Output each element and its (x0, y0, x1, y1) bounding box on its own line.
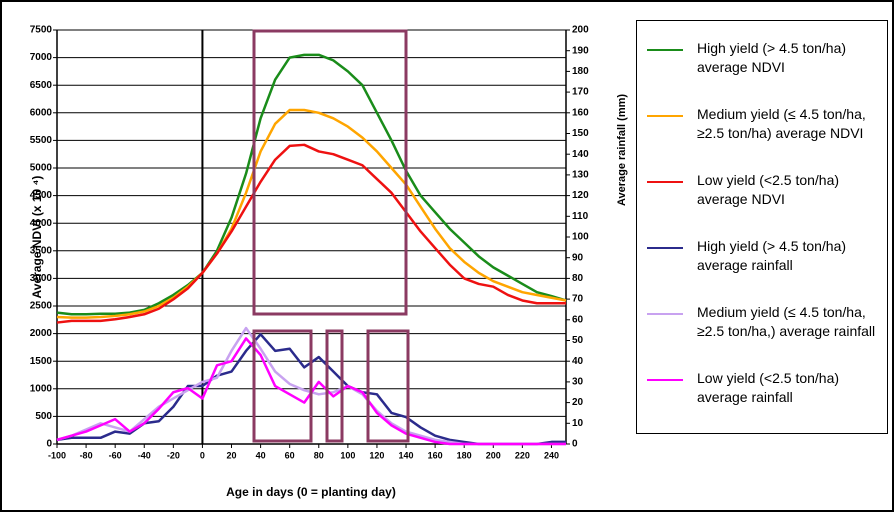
y2-tick-label: 200 (572, 25, 589, 36)
y-tick-label: 500 (35, 411, 52, 422)
y2-tick-label: 100 (572, 232, 589, 243)
y2-tick-label: 40 (572, 356, 584, 367)
y2-tick-label: 10 (572, 418, 584, 429)
y2-tick-label: 140 (572, 149, 589, 160)
legend-swatch (647, 313, 683, 315)
highlight-boxes (252, 29, 410, 443)
x-tick-label: 100 (340, 450, 355, 460)
x-axis-title: Age in days (0 = planting day) (226, 485, 396, 499)
y2-tick-label: 160 (572, 107, 589, 118)
highlight-box (366, 329, 410, 443)
y-tick-label: 2000 (30, 328, 53, 339)
series-line (56, 108, 567, 319)
x-tick-label: -20 (167, 450, 180, 460)
y-tick-label: 2500 (30, 301, 53, 312)
x-tick-label: 240 (544, 450, 559, 460)
y2-axis-title: Average rainfall (mm) (616, 94, 628, 206)
x-tick-label: -60 (109, 450, 122, 460)
y2-tick-label: 20 (572, 397, 584, 408)
legend-swatch (647, 49, 683, 51)
y-tick-label: 0 (46, 439, 52, 450)
x-tick-label: 60 (285, 450, 295, 460)
y-tick-label: 6000 (30, 107, 53, 118)
legend: High yield (> 4.5 ton/ha) average NDVI Me… (636, 20, 888, 434)
y-tick-label: 6500 (30, 80, 53, 91)
x-tick-label: 20 (227, 450, 237, 460)
plot-area: 0500100015002000250030003500400045005000… (30, 25, 589, 461)
y-tick-label: 3500 (30, 245, 53, 256)
legend-label: High yield (> 4.5 ton/ha) average rainfa… (697, 238, 847, 273)
y2-tick-label: 90 (572, 252, 584, 263)
y2-tick-label: 180 (572, 66, 589, 77)
x-tick-label: 160 (428, 450, 443, 460)
y-axis-title: Average NDVI (x 10 ⁴) (30, 176, 44, 299)
legend-entry: Low yield (<2.5 ton/ha) average NDVI (647, 171, 877, 237)
y-tick-label: 4500 (30, 190, 53, 201)
legend-swatch (647, 181, 683, 183)
legend-entry: High yield (> 4.5 ton/ha) average rainfa… (647, 237, 877, 303)
x-tick-label: 220 (515, 450, 530, 460)
y2-tick-label: 50 (572, 335, 584, 346)
y2-tick-label: 80 (572, 273, 584, 284)
series-line (56, 143, 566, 324)
legend-entry: High yield (> 4.5 ton/ha) average NDVI (647, 39, 877, 105)
y-tick-label: 1500 (30, 356, 53, 367)
legend-label: High yield (> 4.5 ton/ha) average NDVI (697, 40, 847, 75)
x-tick-label: -100 (48, 450, 66, 460)
legend-entry: Medium yield (≤ 4.5 ton/ha, ≥2.5 ton/ha)… (647, 105, 877, 171)
highlight-box (252, 29, 408, 316)
y2-tick-label: 190 (572, 45, 589, 56)
y2-tick-label: 60 (572, 314, 584, 325)
x-tick-label: 180 (457, 450, 472, 460)
y2-tick-label: 110 (572, 211, 589, 222)
y2-tick-label: 150 (572, 128, 589, 139)
x-tick-label: 0 (200, 450, 205, 460)
y2-tick-label: 130 (572, 170, 589, 181)
legend-swatch (647, 115, 683, 117)
y2-tick-label: 120 (572, 190, 589, 201)
legend-swatch (647, 379, 683, 381)
x-tick-label: 80 (314, 450, 324, 460)
legend-label: Low yield (<2.5 ton/ha) average NDVI (697, 172, 840, 207)
legend-label: Low yield (<2.5 ton/ha) average rainfall (697, 370, 840, 405)
y-tick-label: 7500 (30, 25, 53, 36)
series-line (56, 53, 567, 316)
legend-label: Medium yield (≤ 4.5 ton/ha, ≥2.5 ton/ha,… (697, 304, 876, 339)
legend-entry: Medium yield (≤ 4.5 ton/ha, ≥2.5 ton/ha,… (647, 303, 877, 369)
legend-entry: Low yield (<2.5 ton/ha) average rainfall (647, 369, 877, 435)
x-tick-label: -80 (80, 450, 93, 460)
highlight-box (325, 329, 344, 443)
y2-tick-label: 30 (572, 377, 584, 388)
y2-tick-label: 170 (572, 87, 589, 98)
y2-tick-label: 0 (572, 439, 578, 450)
y-tick-label: 1000 (30, 383, 53, 394)
highlight-box (252, 329, 313, 443)
x-tick-label: 200 (486, 450, 501, 460)
y-tick-label: 5500 (30, 135, 53, 146)
y-tick-label: 3000 (30, 273, 53, 284)
legend-label: Medium yield (≤ 4.5 ton/ha, ≥2.5 ton/ha)… (697, 106, 866, 141)
x-tick-label: 120 (369, 450, 384, 460)
y-tick-label: 5000 (30, 163, 53, 174)
y2-tick-label: 70 (572, 294, 584, 305)
y-tick-label: 4000 (30, 218, 53, 229)
x-tick-label: 140 (399, 450, 414, 460)
legend-swatch (647, 247, 683, 249)
y-tick-label: 7000 (30, 52, 53, 63)
x-tick-label: 40 (256, 450, 266, 460)
x-tick-label: -40 (138, 450, 151, 460)
